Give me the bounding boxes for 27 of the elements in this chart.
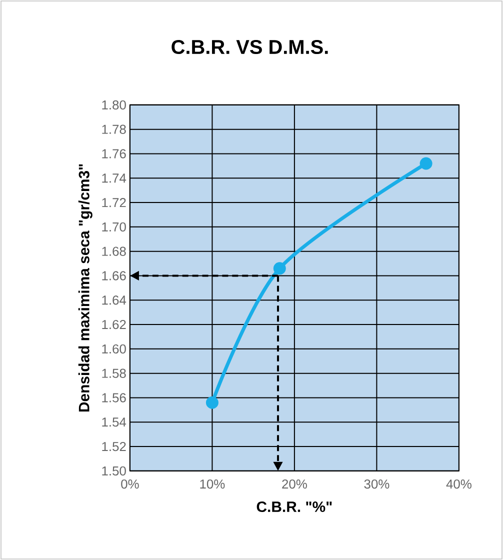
y-tick-label: 1.70 bbox=[102, 222, 126, 232]
y-tick-label: 1.54 bbox=[102, 418, 126, 427]
y-tick-label: 1.60 bbox=[102, 344, 126, 354]
y-tick-label: 1.58 bbox=[102, 368, 126, 378]
y-tick-label: 1.68 bbox=[102, 246, 126, 256]
x-axis-title: C.B.R. "%" bbox=[256, 501, 332, 512]
point bbox=[206, 396, 218, 409]
y-tick-label: 1.62 bbox=[102, 320, 126, 330]
x-tick-label: 0% bbox=[121, 479, 139, 489]
y-tick-label: 1.76 bbox=[102, 149, 126, 158]
y-tick-label: 1.66 bbox=[102, 271, 126, 280]
point bbox=[420, 157, 432, 170]
y-tick-label: 1.56 bbox=[102, 393, 126, 402]
y-tick-label: 1.72 bbox=[102, 198, 126, 208]
y-tick-label: 1.64 bbox=[102, 296, 126, 305]
y-tick-label: 1.78 bbox=[102, 124, 126, 134]
x-tick-label: 40% bbox=[446, 479, 472, 489]
x-tick-label: 10% bbox=[200, 479, 225, 489]
x-tick-label: 30% bbox=[364, 479, 390, 489]
point bbox=[273, 262, 286, 275]
x-tick-label: 20% bbox=[282, 479, 307, 489]
y-tick-label: 1.80 bbox=[102, 100, 126, 110]
y-axis-title: Densidad maximima seca "gr/cm3" bbox=[78, 164, 92, 412]
chart-title: C.B.R. VS D.M.S. bbox=[172, 40, 328, 54]
y-tick-label: 1.50 bbox=[102, 466, 126, 476]
y-tick-label: 1.52 bbox=[102, 442, 126, 452]
y-tick-label: 1.74 bbox=[102, 174, 126, 183]
